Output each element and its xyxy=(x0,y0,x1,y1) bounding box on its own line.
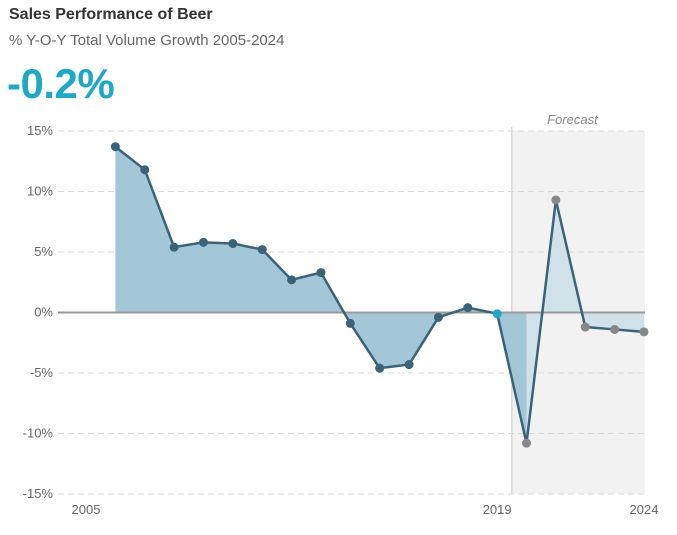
y-tick-label: 15% xyxy=(27,123,53,138)
kpi-value: -0.2% xyxy=(7,60,115,107)
forecast-label: Forecast xyxy=(547,112,599,127)
x-tick-label: 2005 xyxy=(72,502,101,517)
y-tick-label: 5% xyxy=(34,244,53,259)
y-tick-label: -15% xyxy=(23,486,54,501)
actual-point xyxy=(140,165,150,175)
y-tick-label: -5% xyxy=(30,365,54,380)
actual-point xyxy=(228,239,238,249)
actual-point xyxy=(110,142,120,152)
actual-point xyxy=(345,318,355,328)
actual-point xyxy=(257,245,267,255)
actual-point xyxy=(169,242,179,252)
forecast-point xyxy=(551,195,561,205)
forecast-line xyxy=(554,199,645,334)
x-tick-label: 2024 xyxy=(630,502,659,517)
grid-lines xyxy=(58,130,645,495)
actual-point xyxy=(375,363,385,373)
chart-title: Sales Performance of Beer xyxy=(9,6,213,23)
actual-point xyxy=(198,237,208,247)
forecast-point xyxy=(610,324,620,334)
y-axis-ticks: 15% 10% 5% 0% -5% -10% -15% xyxy=(23,123,54,501)
forecast-point xyxy=(522,438,532,448)
actual-point xyxy=(492,309,502,319)
x-tick-label: 2019 xyxy=(483,502,512,517)
actual-area xyxy=(115,146,498,369)
actual-point xyxy=(316,268,326,278)
forecast-point xyxy=(580,322,590,332)
y-tick-label: -10% xyxy=(23,426,54,441)
x-axis-ticks: 2005 2019 2024 xyxy=(72,502,659,517)
actual-line xyxy=(114,145,498,370)
actual-point xyxy=(463,303,473,313)
y-tick-label: 0% xyxy=(34,305,53,320)
forecast-point xyxy=(639,327,649,337)
data-points xyxy=(110,142,649,448)
actual-point xyxy=(287,275,297,285)
chart-subtitle: % Y-O-Y Total Volume Growth 2005-2024 xyxy=(9,32,285,49)
y-tick-label: 10% xyxy=(27,184,53,199)
actual-point xyxy=(433,312,443,322)
actual-point xyxy=(404,360,414,370)
